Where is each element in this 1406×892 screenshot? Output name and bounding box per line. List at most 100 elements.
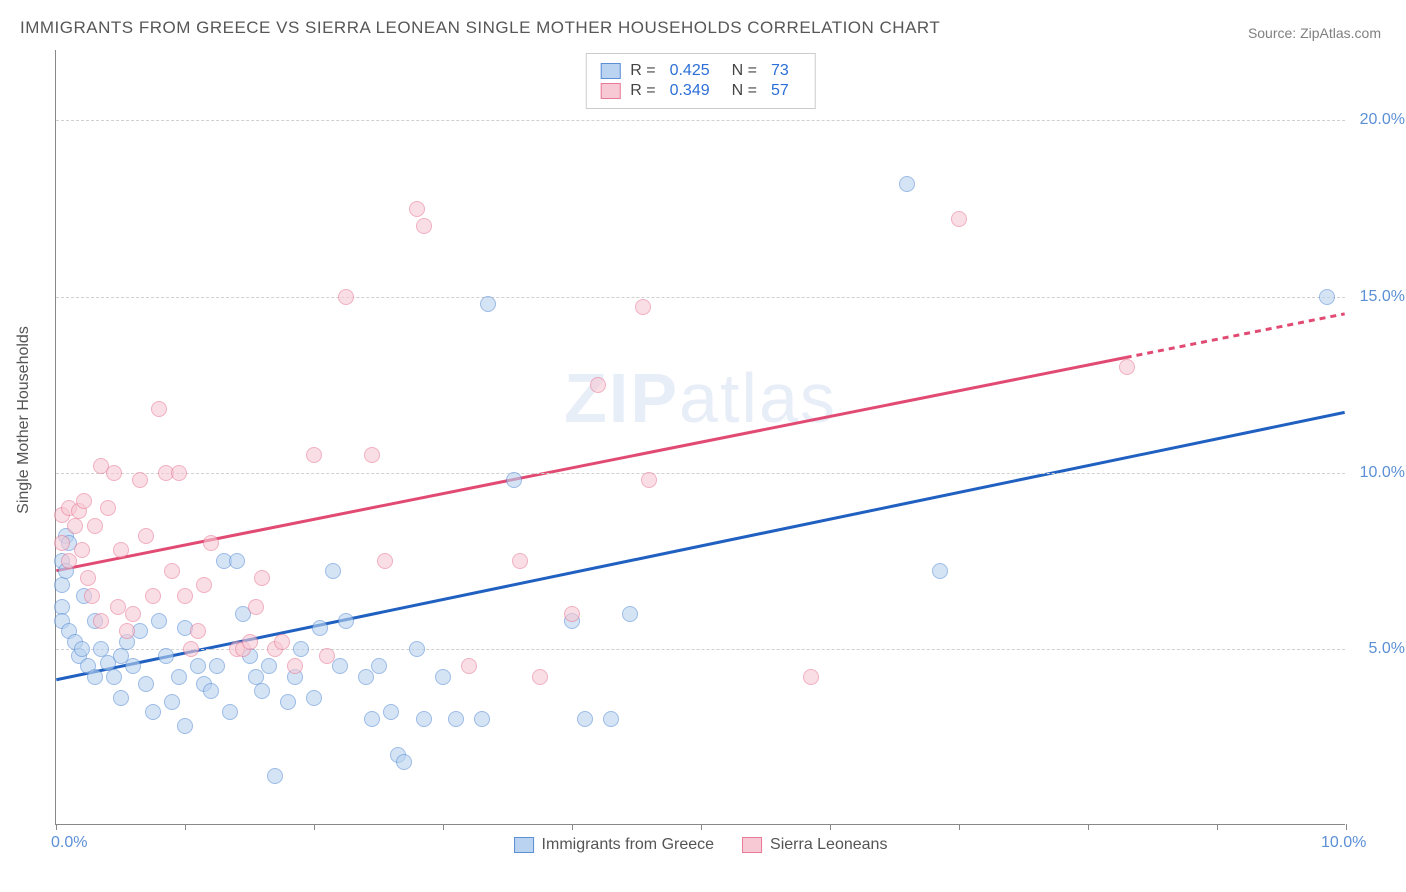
scatter-point [416, 218, 432, 234]
scatter-point [158, 648, 174, 664]
legend-stats: R = 0.425 N = 73 R = 0.349 N = 57 [585, 53, 816, 109]
scatter-point [203, 683, 219, 699]
scatter-point [209, 658, 225, 674]
scatter-point [274, 634, 290, 650]
scatter-point [280, 694, 296, 710]
scatter-point [532, 669, 548, 685]
watermark: ZIPatlas [564, 358, 837, 438]
scatter-point [54, 577, 70, 593]
trend-line-dashed [1126, 314, 1345, 358]
scatter-point [106, 465, 122, 481]
r-value-2: 0.349 [670, 82, 710, 100]
scatter-point [396, 754, 412, 770]
scatter-point [409, 201, 425, 217]
scatter-point [138, 676, 154, 692]
scatter-point [74, 542, 90, 558]
y-tick-label: 10.0% [1360, 464, 1405, 482]
scatter-point [364, 447, 380, 463]
scatter-point [371, 658, 387, 674]
scatter-point [474, 711, 490, 727]
scatter-point [164, 694, 180, 710]
r-value-1: 0.425 [670, 62, 710, 80]
scatter-point [229, 553, 245, 569]
scatter-point [171, 669, 187, 685]
scatter-point [325, 563, 341, 579]
scatter-point [312, 620, 328, 636]
scatter-point [409, 641, 425, 657]
gridline [56, 297, 1345, 298]
scatter-point [93, 613, 109, 629]
scatter-point [254, 683, 270, 699]
legend-swatch-2 [742, 837, 762, 853]
scatter-point [203, 535, 219, 551]
scatter-point [151, 401, 167, 417]
x-tick [1217, 824, 1218, 830]
scatter-point [338, 613, 354, 629]
trend-lines [56, 50, 1345, 824]
x-tick [1088, 824, 1089, 830]
x-tick [572, 824, 573, 830]
scatter-point [113, 690, 129, 706]
scatter-point [461, 658, 477, 674]
n-label: N = [732, 82, 757, 100]
y-tick-label: 15.0% [1360, 288, 1405, 306]
scatter-point [951, 211, 967, 227]
gridline [56, 120, 1345, 121]
scatter-point [254, 570, 270, 586]
scatter-point [113, 542, 129, 558]
legend-swatch-1 [514, 837, 534, 853]
legend-stats-row-1: R = 0.425 N = 73 [600, 62, 801, 80]
x-tick [443, 824, 444, 830]
watermark-light: atlas [679, 359, 837, 437]
n-value-1: 73 [771, 62, 789, 80]
r-label: R = [630, 62, 655, 80]
scatter-point [61, 553, 77, 569]
scatter-point [67, 518, 83, 534]
scatter-point [306, 690, 322, 706]
scatter-point [590, 377, 606, 393]
x-tick [56, 824, 57, 830]
y-tick-label: 5.0% [1369, 640, 1405, 658]
scatter-point [190, 658, 206, 674]
scatter-point [138, 528, 154, 544]
scatter-point [261, 658, 277, 674]
scatter-point [803, 669, 819, 685]
legend-item-1: Immigrants from Greece [514, 836, 714, 854]
scatter-point [145, 588, 161, 604]
x-tick [314, 824, 315, 830]
scatter-point [74, 641, 90, 657]
scatter-point [416, 711, 432, 727]
source-attribution: Source: ZipAtlas.com [1248, 25, 1381, 41]
chart-container: IMMIGRANTS FROM GREECE VS SIERRA LEONEAN… [0, 0, 1406, 892]
legend-item-2: Sierra Leoneans [742, 836, 887, 854]
scatter-point [80, 570, 96, 586]
legend-label-2: Sierra Leoneans [770, 836, 887, 854]
scatter-point [383, 704, 399, 720]
x-tick [185, 824, 186, 830]
legend-swatch-series-1 [600, 63, 620, 79]
scatter-point [110, 599, 126, 615]
scatter-point [480, 296, 496, 312]
scatter-point [119, 623, 135, 639]
scatter-point [145, 704, 161, 720]
scatter-point [151, 613, 167, 629]
scatter-point [242, 634, 258, 650]
scatter-point [190, 623, 206, 639]
x-tick [830, 824, 831, 830]
scatter-point [248, 599, 264, 615]
scatter-point [435, 669, 451, 685]
scatter-point [899, 176, 915, 192]
x-tick [959, 824, 960, 830]
scatter-point [622, 606, 638, 622]
scatter-point [132, 472, 148, 488]
scatter-point [635, 299, 651, 315]
scatter-point [512, 553, 528, 569]
scatter-point [293, 641, 309, 657]
scatter-point [87, 669, 103, 685]
x-tick-label: 0.0% [51, 834, 87, 852]
scatter-point [164, 563, 180, 579]
legend-swatch-series-2 [600, 83, 620, 99]
scatter-point [1319, 289, 1335, 305]
scatter-point [125, 606, 141, 622]
chart-title: IMMIGRANTS FROM GREECE VS SIERRA LEONEAN… [20, 18, 940, 38]
